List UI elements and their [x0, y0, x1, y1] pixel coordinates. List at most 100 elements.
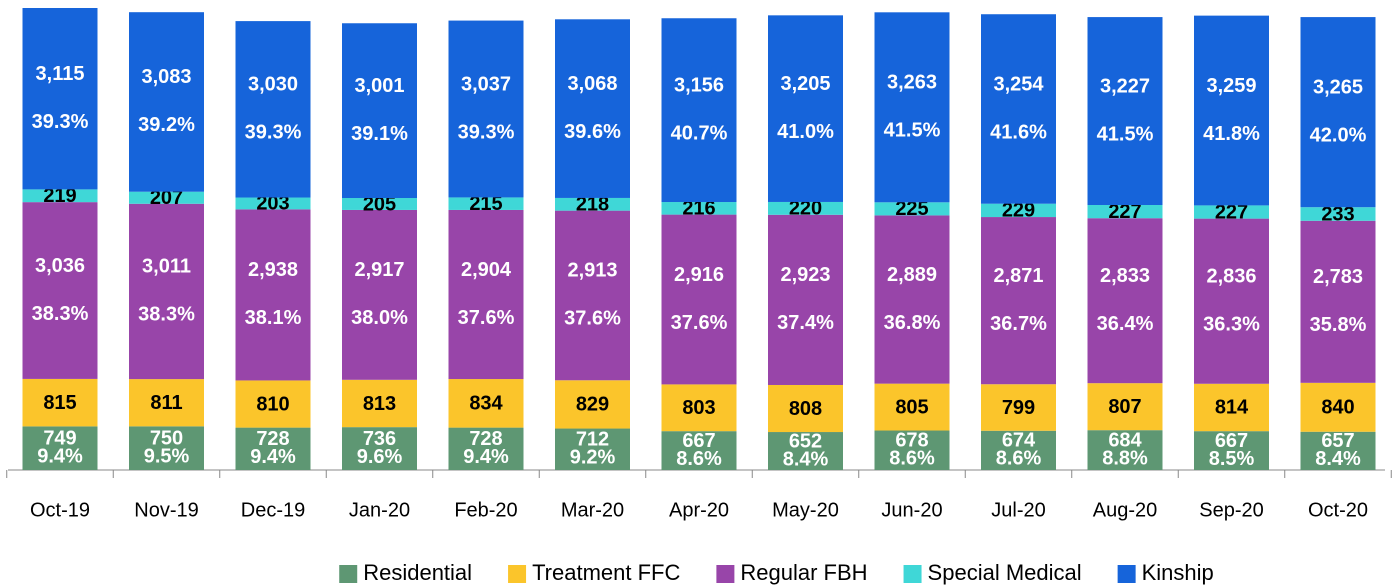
x-tick-label: Oct-19 — [30, 499, 90, 521]
value-label: 2,871 — [993, 265, 1043, 287]
bar-segment — [981, 430, 1056, 470]
bar-segment — [1300, 17, 1376, 208]
share-label: 39.2% — [138, 114, 195, 136]
share-label: 41.6% — [990, 121, 1047, 143]
share-label: 38.3% — [138, 304, 195, 326]
value-label: 2,916 — [674, 264, 724, 286]
value-label: 813 — [363, 393, 396, 415]
value-label: 3,265 — [1313, 76, 1363, 98]
value-label: 2,913 — [567, 260, 617, 282]
bar-segment — [1194, 205, 1269, 219]
legend-swatch — [339, 565, 358, 583]
share-label: 8.6% — [889, 448, 935, 470]
value-label: 803 — [682, 397, 715, 419]
value-label: 227 — [1215, 201, 1248, 223]
value-label: 229 — [1002, 200, 1035, 222]
bar-segment — [342, 427, 417, 470]
value-label: 2,917 — [354, 259, 404, 281]
bar-segment — [448, 379, 524, 428]
bar-segment — [342, 198, 417, 210]
value-label: 749 — [43, 427, 76, 449]
value-label: 219 — [43, 185, 76, 207]
share-label: 9.4% — [463, 446, 509, 468]
x-tick-label: May-20 — [772, 499, 839, 521]
value-label: 799 — [1002, 397, 1035, 419]
value-label: 814 — [1215, 397, 1249, 419]
bar-segment — [22, 426, 98, 470]
share-label: 8.8% — [1102, 447, 1148, 469]
bar-segment — [235, 380, 311, 428]
legend-label: Kinship — [1142, 560, 1214, 585]
share-label: 9.6% — [357, 446, 403, 468]
bar-segment — [1087, 17, 1163, 205]
legend-label: Special Medical — [928, 560, 1082, 585]
bar-segment — [768, 201, 843, 215]
share-label: 9.2% — [570, 447, 616, 469]
bar-segment — [1300, 431, 1376, 470]
value-label: 233 — [1321, 203, 1354, 225]
value-label: 684 — [1108, 429, 1142, 451]
bar-segment — [235, 197, 311, 210]
value-label: 652 — [789, 430, 822, 452]
share-label: 40.7% — [671, 122, 728, 144]
bar-segment — [448, 427, 524, 470]
bar-segment — [1300, 220, 1376, 383]
share-label: 36.7% — [990, 313, 1047, 335]
value-label: 2,783 — [1313, 266, 1363, 288]
bar-segment — [342, 209, 417, 380]
value-label: 2,938 — [248, 259, 298, 281]
value-label: 667 — [682, 430, 715, 452]
bar-segment — [235, 21, 311, 198]
bar-segment — [874, 430, 950, 470]
value-label: 807 — [1108, 396, 1141, 418]
value-label: 736 — [363, 428, 396, 450]
bar-segment — [129, 12, 204, 192]
share-label: 41.5% — [1097, 123, 1154, 145]
bar-segment — [768, 432, 843, 470]
value-label: 657 — [1321, 430, 1354, 452]
bar-segment — [1194, 15, 1269, 206]
share-label: 42.0% — [1310, 124, 1367, 146]
legend-swatch — [508, 565, 527, 583]
bar-segment — [874, 12, 950, 203]
x-tick-label: Mar-20 — [561, 499, 624, 521]
legend-label: Residential — [363, 560, 472, 585]
share-label: 41.0% — [777, 121, 834, 143]
value-label: 3,227 — [1100, 75, 1150, 97]
bar-segment — [235, 427, 311, 470]
legend-swatch — [716, 565, 735, 583]
bar-segment — [342, 379, 417, 428]
value-label: 728 — [469, 428, 502, 450]
value-label: 712 — [576, 429, 609, 451]
bar-segment — [22, 202, 98, 379]
value-label: 3,011 — [142, 256, 191, 278]
bar-segment — [661, 202, 737, 215]
value-label: 829 — [576, 394, 609, 416]
value-label: 750 — [150, 427, 183, 449]
value-label: 3,115 — [36, 63, 85, 85]
value-label: 227 — [1108, 201, 1141, 223]
value-label: 840 — [1321, 397, 1354, 419]
bar-segment — [1194, 383, 1269, 432]
share-label: 37.6% — [458, 307, 515, 329]
value-label: 2,833 — [1100, 265, 1150, 287]
x-tick-label: Feb-20 — [454, 499, 517, 521]
value-label: 674 — [1002, 430, 1036, 452]
share-label: 9.4% — [37, 445, 83, 467]
bar-segment — [768, 214, 843, 385]
share-label: 9.4% — [250, 446, 296, 468]
value-label: 3,030 — [248, 74, 298, 96]
value-label: 3,259 — [1206, 75, 1256, 97]
bar-segment — [555, 19, 630, 198]
legend-swatch — [1117, 565, 1136, 583]
x-tick-label: Oct-20 — [1308, 499, 1368, 521]
bar-segment — [22, 189, 98, 203]
value-label: 808 — [789, 398, 822, 420]
bar-segment — [981, 217, 1056, 385]
share-label: 36.3% — [1203, 313, 1260, 335]
bar-segment — [661, 214, 737, 385]
bar-segment — [555, 428, 630, 470]
value-label: 3,001 — [354, 75, 404, 97]
